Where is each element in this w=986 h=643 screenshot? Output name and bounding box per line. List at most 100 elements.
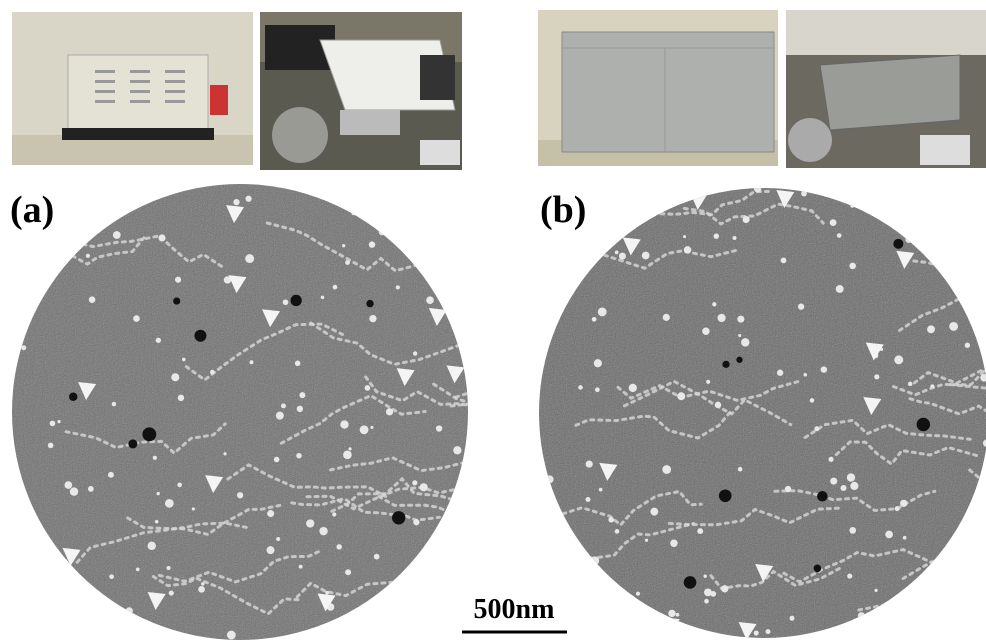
texture xyxy=(837,233,842,238)
texture xyxy=(821,366,827,372)
texture xyxy=(704,599,709,604)
photo-lab-a xyxy=(260,12,462,170)
texture xyxy=(435,529,443,537)
texture xyxy=(592,317,597,322)
texture xyxy=(849,527,856,534)
texture xyxy=(738,334,741,337)
texture xyxy=(64,481,72,489)
texture xyxy=(676,613,680,617)
microscopy-image-b xyxy=(530,180,986,643)
texture xyxy=(128,439,137,448)
texture xyxy=(182,358,186,362)
texture xyxy=(169,590,174,595)
texture xyxy=(23,618,29,624)
texture xyxy=(420,483,428,491)
texture xyxy=(929,611,932,614)
texture xyxy=(178,395,184,401)
photo-lab-b xyxy=(786,10,986,168)
texture xyxy=(274,457,280,463)
texture xyxy=(830,219,837,226)
texture xyxy=(702,328,709,335)
texture xyxy=(276,537,280,541)
texture xyxy=(325,591,329,595)
texture xyxy=(590,556,599,565)
texture xyxy=(126,607,133,614)
texture xyxy=(395,229,402,236)
texture xyxy=(893,239,903,249)
texture xyxy=(738,467,743,472)
texture xyxy=(108,472,114,478)
texture xyxy=(561,246,569,254)
texture xyxy=(598,308,607,317)
texture xyxy=(871,614,876,619)
texture xyxy=(223,452,226,455)
texture xyxy=(245,196,251,202)
texture xyxy=(645,539,648,542)
texture xyxy=(14,182,20,188)
texture xyxy=(615,250,619,254)
texture xyxy=(754,630,759,635)
texture xyxy=(428,217,433,222)
texture xyxy=(343,451,352,460)
texture xyxy=(880,190,888,198)
texture xyxy=(113,231,121,239)
texture xyxy=(290,295,301,306)
panel-label: (b) xyxy=(540,189,586,231)
texture xyxy=(670,540,677,547)
texture xyxy=(365,385,371,391)
texture xyxy=(86,254,90,258)
texture xyxy=(585,497,590,502)
texture xyxy=(369,241,375,247)
texture xyxy=(412,480,417,485)
texture xyxy=(710,591,716,597)
texture xyxy=(803,373,807,377)
texture xyxy=(245,254,254,263)
texture xyxy=(677,392,685,400)
texture xyxy=(810,398,814,402)
texture xyxy=(905,236,912,243)
texture xyxy=(460,588,468,596)
texture xyxy=(412,256,419,263)
texture xyxy=(546,475,554,483)
texture xyxy=(62,603,66,607)
texture xyxy=(321,296,324,299)
texture xyxy=(847,473,855,481)
texture xyxy=(836,285,844,293)
texture xyxy=(165,499,174,508)
texture xyxy=(754,185,761,192)
texture xyxy=(392,511,405,524)
texture xyxy=(267,546,275,554)
texture xyxy=(409,554,565,571)
texture xyxy=(814,564,822,572)
texture xyxy=(457,195,616,258)
texture xyxy=(369,315,376,322)
texture xyxy=(157,492,160,495)
texture xyxy=(237,492,243,498)
texture xyxy=(250,360,254,364)
scale-bar-label: 500nm xyxy=(474,594,555,625)
texture xyxy=(57,420,60,423)
texture xyxy=(903,536,907,540)
texture xyxy=(598,232,602,236)
texture xyxy=(66,189,70,193)
texture xyxy=(930,384,934,388)
texture xyxy=(733,236,737,240)
texture xyxy=(173,297,180,304)
texture xyxy=(847,573,852,578)
texture xyxy=(830,478,837,485)
texture xyxy=(885,531,893,539)
texture xyxy=(426,296,434,304)
texture xyxy=(684,576,697,589)
texture xyxy=(849,263,856,270)
texture xyxy=(413,351,417,355)
texture xyxy=(136,568,140,572)
texture xyxy=(50,421,56,427)
texture xyxy=(874,374,879,379)
texture xyxy=(971,601,977,607)
texture xyxy=(663,314,670,321)
texture xyxy=(859,601,986,629)
texture xyxy=(578,385,583,390)
texture xyxy=(736,357,742,363)
texture xyxy=(814,426,819,431)
texture xyxy=(319,527,327,535)
